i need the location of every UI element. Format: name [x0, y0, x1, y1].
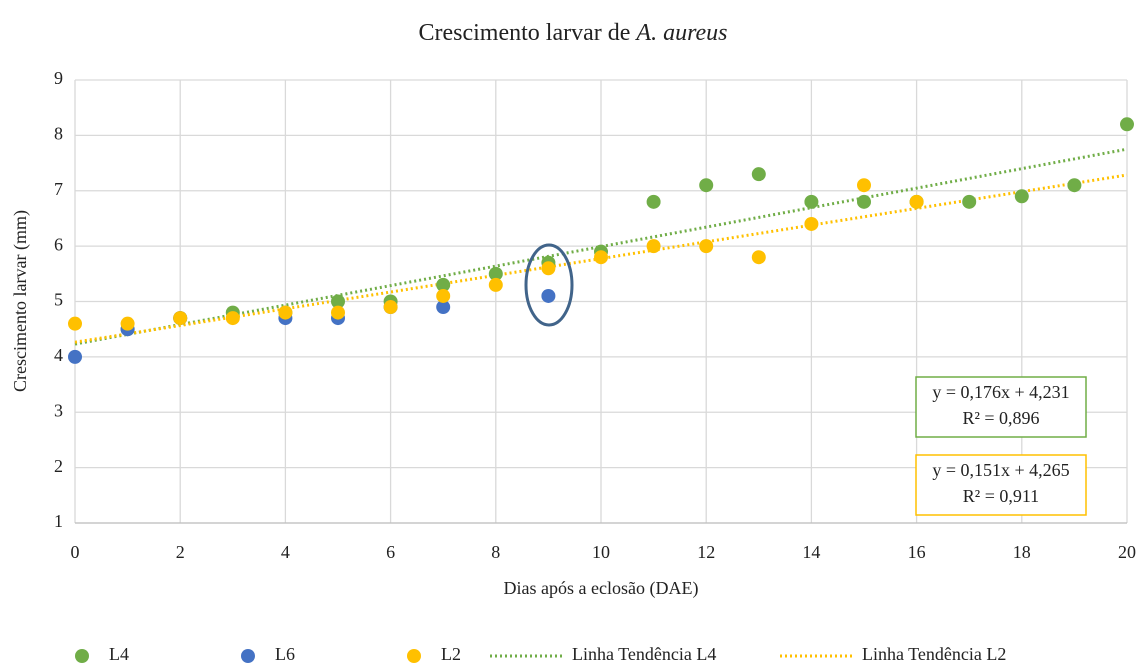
point — [699, 239, 714, 254]
x-axis-label: Dias após a eclosão (DAE) — [504, 578, 699, 599]
legend-marker — [75, 649, 89, 663]
point — [646, 194, 661, 209]
point — [541, 261, 556, 276]
point — [1014, 189, 1029, 204]
y-tick-label: 6 — [54, 234, 63, 254]
chart-title: Crescimento larvar de A. aureus — [418, 20, 727, 46]
point — [225, 311, 240, 326]
point — [594, 250, 608, 265]
point — [857, 178, 871, 193]
point — [488, 266, 503, 281]
legend-label: L4 — [109, 644, 129, 664]
point — [857, 194, 871, 209]
y-tick-label: 7 — [54, 179, 63, 199]
y-axis-label: Crescimento larvar (mm) — [10, 210, 31, 392]
highlight-ellipse — [524, 243, 574, 327]
equation-box — [915, 376, 1087, 438]
equation-box — [915, 454, 1087, 516]
y-tick-label: 8 — [54, 124, 63, 144]
point — [804, 216, 819, 231]
trendline — [74, 147, 1128, 346]
point — [909, 194, 924, 209]
point — [699, 178, 714, 193]
r-squared: R² = 0,896 — [962, 408, 1039, 428]
point — [68, 349, 82, 364]
y-tick-label: 1 — [54, 511, 63, 531]
point — [331, 294, 345, 309]
x-tick-label: 0 — [71, 542, 80, 562]
point — [436, 277, 451, 292]
legend-label: L2 — [441, 644, 461, 664]
point — [804, 194, 819, 209]
point — [488, 277, 503, 292]
x-tick-label: 20 — [1118, 542, 1136, 562]
point — [962, 194, 977, 209]
point — [751, 250, 766, 265]
point — [278, 305, 293, 320]
point — [436, 300, 451, 315]
legend-label: Linha Tendência L4 — [572, 644, 716, 664]
y-tick-label: 9 — [54, 68, 63, 88]
legend-marker — [407, 649, 421, 663]
r-squared: R² = 0,911 — [963, 486, 1039, 506]
point — [1120, 117, 1134, 132]
y-tick-label: 2 — [54, 456, 63, 476]
point — [541, 288, 556, 303]
x-tick-label: 6 — [386, 542, 395, 562]
title-italic: A. aureus — [634, 20, 727, 46]
equation: y = 0,176x + 4,231 — [932, 382, 1069, 402]
title-text: Crescimento larvar de — [418, 20, 630, 46]
point — [1067, 178, 1082, 193]
y-tick-label: 3 — [54, 400, 63, 420]
point — [68, 316, 82, 331]
legend-label: L6 — [275, 644, 295, 664]
x-tick-label: 4 — [281, 542, 290, 562]
x-tick-label: 10 — [592, 542, 610, 562]
y-tick-label: 4 — [54, 345, 63, 365]
point — [383, 300, 398, 315]
x-tick-label: 16 — [908, 542, 926, 562]
legend-marker — [241, 649, 255, 663]
point — [436, 288, 451, 303]
legend-label: Linha Tendência L2 — [862, 644, 1006, 664]
x-tick-label: 14 — [802, 542, 820, 562]
point — [751, 167, 766, 182]
x-tick-label: 2 — [176, 542, 185, 562]
equation: y = 0,151x + 4,265 — [932, 460, 1069, 480]
point — [331, 305, 345, 320]
point — [120, 316, 135, 331]
x-tick-label: 12 — [697, 542, 715, 562]
y-tick-label: 5 — [54, 290, 63, 310]
point — [646, 239, 661, 254]
point — [173, 311, 188, 326]
x-tick-label: 8 — [491, 542, 500, 562]
x-tick-label: 18 — [1013, 542, 1031, 562]
